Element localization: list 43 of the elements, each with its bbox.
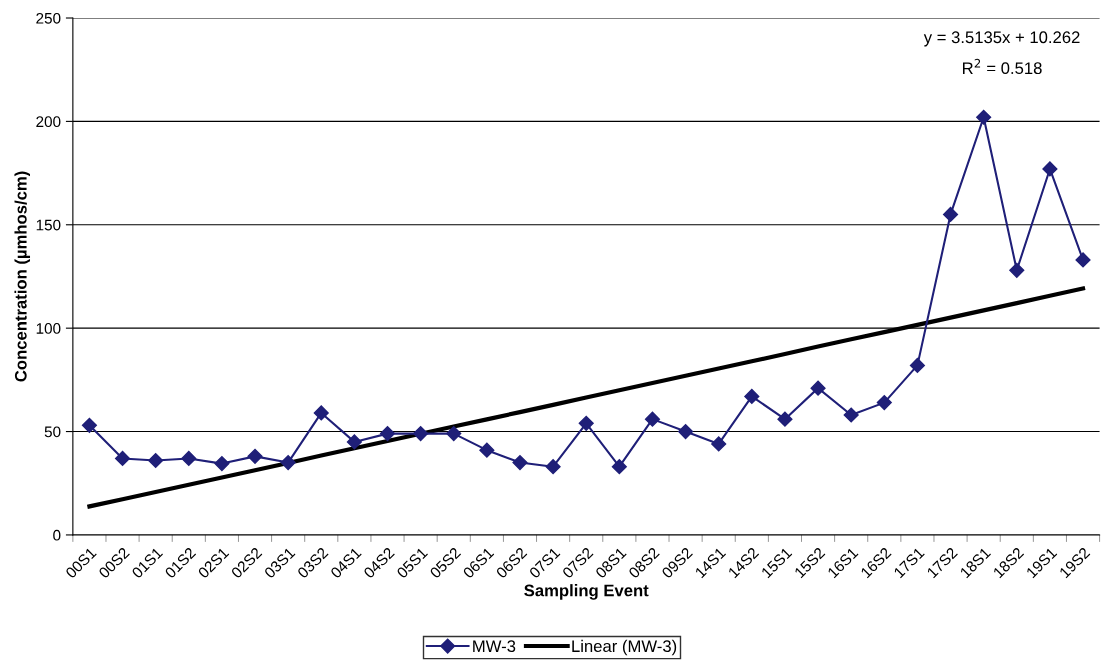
point: [678, 423, 694, 440]
point: [446, 426, 462, 442]
point: [909, 357, 925, 373]
y-tick-label: 0: [53, 529, 61, 541]
point: [843, 407, 859, 423]
point: [578, 415, 594, 431]
y-tick-label: 50: [44, 426, 61, 438]
point: [942, 206, 959, 223]
y-tick-label: 200: [36, 116, 61, 128]
point: [1075, 252, 1091, 268]
point: [545, 459, 561, 475]
point: [247, 448, 263, 464]
point: [379, 426, 396, 442]
point: [512, 454, 528, 471]
point: [876, 395, 892, 411]
y-axis-title: Concentration (µmhos/cm): [14, 171, 31, 382]
point: [744, 388, 760, 404]
annotation: R$^{2}$ = 0.518: [963, 58, 1042, 75]
point: [644, 411, 661, 427]
point: [611, 459, 627, 475]
point: [711, 436, 727, 452]
x-axis-title: Sampling Event: [524, 584, 649, 600]
legend-label: Linear (MW-3): [572, 639, 677, 656]
point: [1042, 161, 1058, 177]
y-tick-label: 250: [36, 12, 61, 24]
point: [1009, 262, 1025, 278]
point: [114, 450, 131, 466]
point: [81, 417, 97, 433]
point: [413, 426, 429, 442]
point: [313, 405, 329, 421]
point: [976, 109, 992, 125]
y-tick-label: 150: [36, 219, 61, 231]
point: [280, 454, 296, 471]
y-tick-label: 100: [36, 323, 61, 334]
point: [777, 411, 793, 427]
annotation: y = 3.5135x + 10.262: [923, 31, 1080, 47]
point: [479, 442, 495, 458]
legend-label: MW-3: [473, 640, 516, 653]
point: [214, 456, 230, 472]
point: [181, 450, 197, 466]
point: [810, 380, 826, 396]
point: [148, 452, 164, 469]
point: [346, 434, 362, 450]
